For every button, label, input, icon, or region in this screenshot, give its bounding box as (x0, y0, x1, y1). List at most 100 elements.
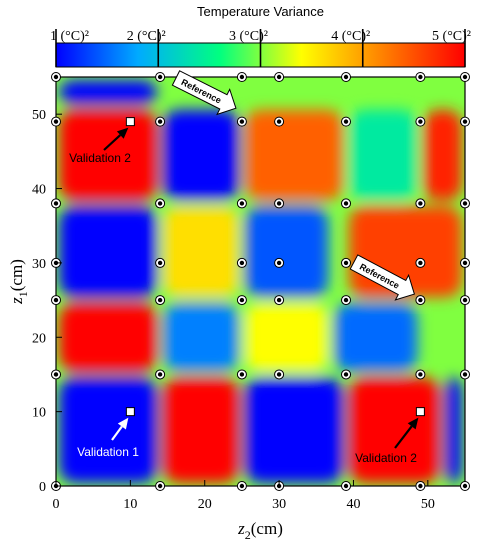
heatmap-region (59, 377, 158, 483)
grid-point (460, 198, 470, 209)
heatmap-region (163, 206, 239, 298)
colorbar-tick-label: 4 (°C)² (331, 29, 370, 44)
validation-marker (125, 117, 135, 127)
grid-point (341, 295, 352, 306)
grid-point (51, 72, 61, 82)
grid-point (341, 481, 352, 491)
heatmap-region (163, 303, 239, 372)
grid-point (341, 72, 352, 82)
y-tick-label: 0 (39, 480, 46, 495)
grid-point (460, 295, 470, 306)
x-tick-label: 10 (123, 497, 137, 512)
x-tick-label: 30 (272, 497, 286, 512)
grid-point (155, 72, 166, 82)
heatmap-region (163, 109, 239, 201)
heatmap-region (163, 377, 239, 483)
grid-point (236, 198, 247, 209)
heatmap-region (423, 109, 462, 201)
colorbar-tick-label: 1 (°C)² (50, 29, 89, 44)
grid-point (415, 72, 426, 82)
grid-point (274, 116, 285, 127)
heatmap-region (59, 109, 158, 201)
heatmap-region (349, 109, 418, 201)
validation-point: Validation 1 (77, 407, 139, 459)
grid-point (341, 257, 352, 268)
grid-point (155, 198, 166, 209)
y-tick-label: 10 (32, 406, 46, 421)
grid-point (274, 198, 285, 209)
grid-point (341, 198, 352, 209)
colorbar-ticks: 1 (°C)² 2 (°C)² 3 (°C)² 4 (°C)² 5 (°C)² (50, 29, 471, 67)
grid-point (51, 369, 61, 380)
grid-point (460, 72, 470, 82)
heatmap-regions (59, 80, 462, 483)
grid-point (415, 369, 426, 380)
grid-points (51, 72, 470, 491)
y-tick-label: 40 (32, 183, 46, 198)
y-tick-label: 50 (32, 108, 46, 123)
validation-marker (415, 407, 425, 417)
validation-point: Validation 2 (355, 407, 425, 465)
x-axis-label: z2(cm) (237, 519, 283, 542)
grid-point (274, 257, 285, 268)
y-tick-label: 20 (32, 331, 46, 346)
grid-point (51, 198, 61, 209)
x-axis: 0 10 20 30 40 50 (53, 480, 435, 512)
grid-point (236, 72, 247, 82)
heatmap-region (445, 377, 462, 483)
grid-point (155, 481, 166, 491)
grid-point (155, 369, 166, 380)
plot-frame (55, 76, 466, 487)
heatmap-region (349, 377, 440, 483)
x-tick-label: 40 (346, 497, 360, 512)
heatmap-region (244, 377, 344, 483)
grid-point (460, 369, 470, 380)
grid-point (460, 481, 470, 491)
heatmap-region (244, 303, 329, 372)
grid-point (341, 116, 352, 127)
validation-arrow (394, 417, 419, 449)
heatmap-region (59, 303, 158, 372)
x-tick-label: 20 (198, 497, 212, 512)
validation-point: Validation 2 (69, 117, 135, 165)
grid-point (155, 295, 166, 306)
grid-point (51, 295, 61, 306)
y-axis: 0 10 20 30 40 50 (32, 108, 62, 495)
grid-point (274, 295, 285, 306)
x-tick-label: 50 (421, 497, 435, 512)
validation-label: Validation 2 (69, 151, 131, 165)
grid-point (415, 116, 426, 127)
grid-point (415, 295, 426, 306)
grid-point (236, 369, 247, 380)
grid-point (341, 369, 352, 380)
grid-point (155, 257, 166, 268)
grid-point (460, 116, 470, 127)
grid-point (236, 295, 247, 306)
validation-arrow (103, 127, 129, 151)
y-axis-label: z1(cm) (7, 259, 30, 305)
x-tick-label: 0 (53, 497, 60, 512)
grid-point (415, 257, 426, 268)
validation-marker (125, 407, 135, 417)
heatmap-region (244, 206, 329, 298)
colorbar-tick-label: 3 (°C)² (229, 29, 268, 44)
grid-point (460, 257, 470, 268)
validation-label: Validation 2 (355, 451, 417, 465)
grid-point (274, 72, 285, 82)
grid-point (415, 198, 426, 209)
heatmap-region (59, 206, 158, 298)
colorbar: Temperature Variance 1 (°C)² 2 (°C)² 3 (°C… (50, 4, 471, 68)
heatmap-region (59, 80, 158, 104)
grid-point (155, 116, 166, 127)
grid-point (415, 481, 426, 491)
validation-label: Validation 1 (77, 445, 139, 459)
grid-point (236, 116, 247, 127)
grid-point (51, 116, 61, 127)
y-tick-label: 30 (32, 257, 46, 272)
heatmap-region (334, 303, 418, 372)
heatmap-region (244, 109, 344, 201)
grid-point (236, 257, 247, 268)
grid-point (274, 369, 285, 380)
